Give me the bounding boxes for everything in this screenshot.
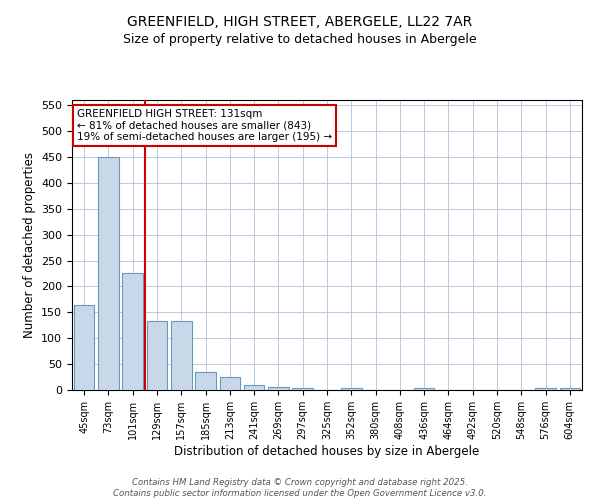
Bar <box>560 388 580 390</box>
Text: GREENFIELD, HIGH STREET, ABERGELE, LL22 7AR: GREENFIELD, HIGH STREET, ABERGELE, LL22 … <box>127 15 473 29</box>
Bar <box>341 388 362 390</box>
Bar <box>122 274 143 390</box>
Text: Contains HM Land Registry data © Crown copyright and database right 2025.
Contai: Contains HM Land Registry data © Crown c… <box>113 478 487 498</box>
Bar <box>220 377 240 390</box>
Bar <box>414 388 434 390</box>
X-axis label: Distribution of detached houses by size in Abergele: Distribution of detached houses by size … <box>175 444 479 458</box>
Bar <box>98 157 119 390</box>
Bar <box>171 321 191 390</box>
Text: Size of property relative to detached houses in Abergele: Size of property relative to detached ho… <box>123 32 477 46</box>
Y-axis label: Number of detached properties: Number of detached properties <box>23 152 35 338</box>
Bar <box>268 388 289 390</box>
Bar <box>146 321 167 390</box>
Bar <box>535 388 556 390</box>
Bar <box>195 372 216 390</box>
Bar <box>244 385 265 390</box>
Bar <box>292 388 313 390</box>
Bar <box>74 304 94 390</box>
Text: GREENFIELD HIGH STREET: 131sqm
← 81% of detached houses are smaller (843)
19% of: GREENFIELD HIGH STREET: 131sqm ← 81% of … <box>77 108 332 142</box>
